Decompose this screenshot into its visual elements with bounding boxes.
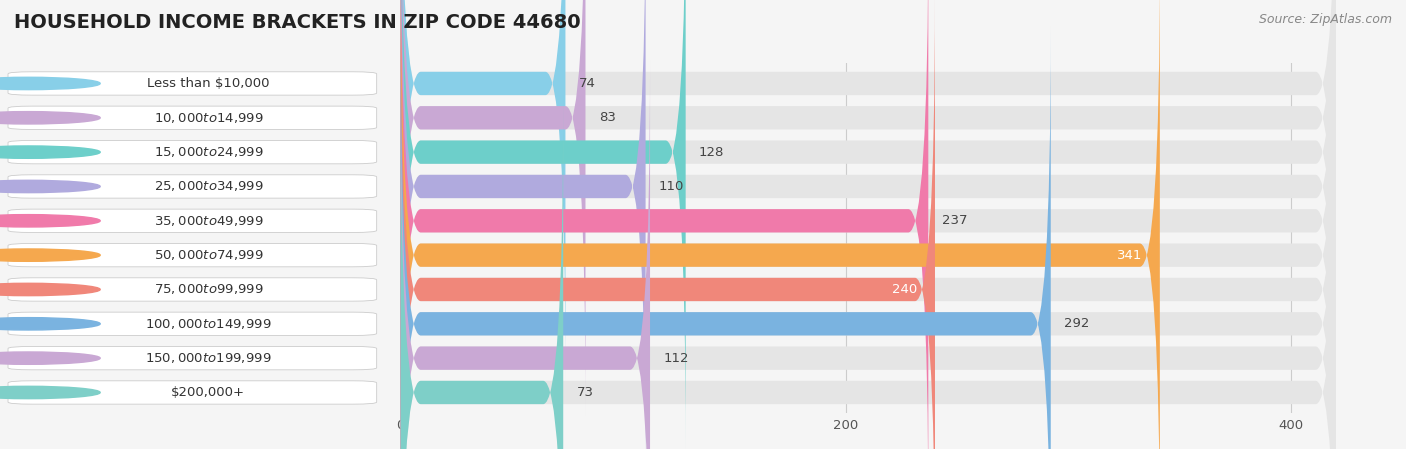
FancyBboxPatch shape (401, 0, 1336, 449)
FancyBboxPatch shape (8, 209, 377, 233)
FancyBboxPatch shape (401, 61, 1336, 449)
FancyBboxPatch shape (8, 278, 377, 301)
FancyBboxPatch shape (401, 26, 1336, 449)
FancyBboxPatch shape (401, 26, 1050, 449)
Text: HOUSEHOLD INCOME BRACKETS IN ZIP CODE 44680: HOUSEHOLD INCOME BRACKETS IN ZIP CODE 44… (14, 13, 581, 32)
Text: Less than $10,000: Less than $10,000 (148, 77, 270, 90)
Text: 112: 112 (664, 352, 689, 365)
FancyBboxPatch shape (8, 72, 377, 95)
FancyBboxPatch shape (401, 0, 935, 449)
Text: $25,000 to $34,999: $25,000 to $34,999 (153, 180, 263, 194)
FancyBboxPatch shape (8, 312, 377, 335)
Text: 73: 73 (576, 386, 593, 399)
FancyBboxPatch shape (401, 0, 645, 449)
Circle shape (0, 249, 100, 261)
Text: $75,000 to $99,999: $75,000 to $99,999 (153, 282, 263, 296)
Text: 110: 110 (659, 180, 685, 193)
Text: $50,000 to $74,999: $50,000 to $74,999 (153, 248, 263, 262)
Circle shape (0, 352, 100, 364)
Circle shape (0, 215, 100, 227)
FancyBboxPatch shape (401, 0, 1336, 449)
FancyBboxPatch shape (8, 175, 377, 198)
Text: 240: 240 (891, 283, 917, 296)
FancyBboxPatch shape (401, 0, 1336, 449)
FancyBboxPatch shape (8, 141, 377, 164)
FancyBboxPatch shape (401, 0, 1336, 381)
Circle shape (0, 77, 100, 90)
Text: 128: 128 (699, 145, 724, 158)
FancyBboxPatch shape (401, 0, 1160, 449)
Text: 74: 74 (579, 77, 596, 90)
Text: $150,000 to $199,999: $150,000 to $199,999 (145, 351, 271, 365)
Circle shape (0, 386, 100, 399)
FancyBboxPatch shape (401, 0, 1336, 449)
FancyBboxPatch shape (401, 95, 564, 449)
Text: $35,000 to $49,999: $35,000 to $49,999 (153, 214, 263, 228)
Text: $100,000 to $149,999: $100,000 to $149,999 (145, 317, 271, 331)
FancyBboxPatch shape (401, 95, 1336, 449)
Text: 292: 292 (1064, 317, 1090, 330)
Text: 237: 237 (942, 214, 967, 227)
FancyBboxPatch shape (8, 243, 377, 267)
Circle shape (0, 283, 100, 295)
Text: 341: 341 (1116, 249, 1142, 262)
FancyBboxPatch shape (401, 61, 650, 449)
FancyBboxPatch shape (401, 0, 1336, 415)
Circle shape (0, 180, 100, 193)
Text: 83: 83 (599, 111, 616, 124)
Circle shape (0, 146, 100, 158)
Circle shape (0, 317, 100, 330)
Text: $15,000 to $24,999: $15,000 to $24,999 (153, 145, 263, 159)
FancyBboxPatch shape (401, 0, 565, 381)
Circle shape (0, 112, 100, 124)
Text: Source: ZipAtlas.com: Source: ZipAtlas.com (1258, 13, 1392, 26)
FancyBboxPatch shape (401, 0, 585, 415)
FancyBboxPatch shape (401, 0, 1336, 449)
FancyBboxPatch shape (401, 0, 686, 449)
Text: $10,000 to $14,999: $10,000 to $14,999 (153, 111, 263, 125)
Text: $200,000+: $200,000+ (172, 386, 246, 399)
FancyBboxPatch shape (8, 106, 377, 129)
FancyBboxPatch shape (8, 381, 377, 404)
FancyBboxPatch shape (401, 0, 928, 449)
FancyBboxPatch shape (8, 347, 377, 370)
